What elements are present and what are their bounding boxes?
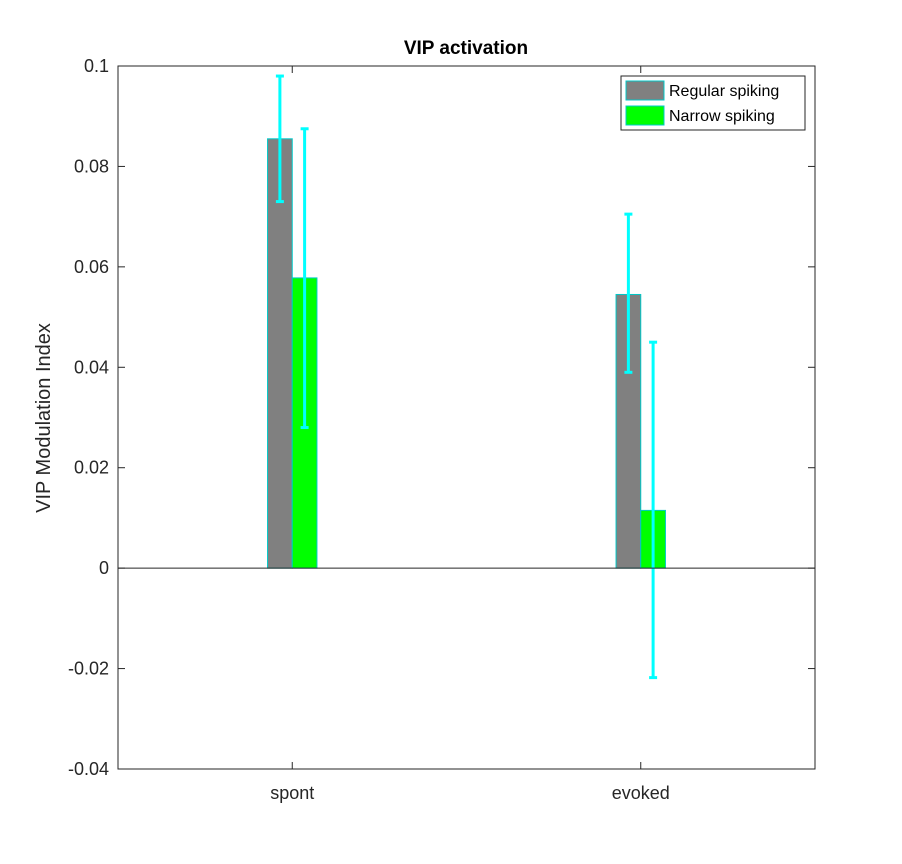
y-tick-label: -0.04: [68, 759, 109, 779]
y-tick-label: 0.06: [74, 257, 109, 277]
legend-label-regular: Regular spiking: [669, 83, 779, 100]
errorbar-spont-regular: [275, 74, 284, 204]
errorbar-evoked-regular: [624, 212, 633, 374]
x-tick-label-evoked: evoked: [612, 783, 670, 803]
legend-swatch-narrow: [625, 105, 665, 126]
errorbar-evoked-narrow: [649, 340, 658, 680]
errorbar-spont-narrow: [300, 127, 309, 430]
y-axis-label: VIP Modulation Index: [33, 323, 55, 513]
plot-area: [118, 66, 815, 769]
x-tick-label-spont: spont: [270, 783, 314, 803]
bar-spont-regular: [267, 138, 293, 569]
y-tick-label: -0.02: [68, 659, 109, 679]
y-tick-label: 0.08: [74, 156, 109, 176]
y-tick-label: 0.02: [74, 458, 109, 478]
axes-box: [117, 65, 816, 770]
legend: Regular spiking Narrow spiking: [620, 75, 806, 131]
axes-layer: -0.04 -0.02 0 0.02 0.04 0.06 0.08 0.1 spont evoke…: [68, 56, 816, 803]
legend-label-narrow: Narrow spiking: [669, 108, 775, 125]
errorbars-layer: [275, 74, 658, 680]
y-tick-label: 0.04: [74, 357, 109, 377]
chart-title: VIP activation: [404, 38, 528, 59]
y-tick-label: 0: [99, 558, 109, 578]
legend-swatch-regular: [625, 80, 665, 101]
y-tick-label: 0.1: [84, 56, 109, 76]
